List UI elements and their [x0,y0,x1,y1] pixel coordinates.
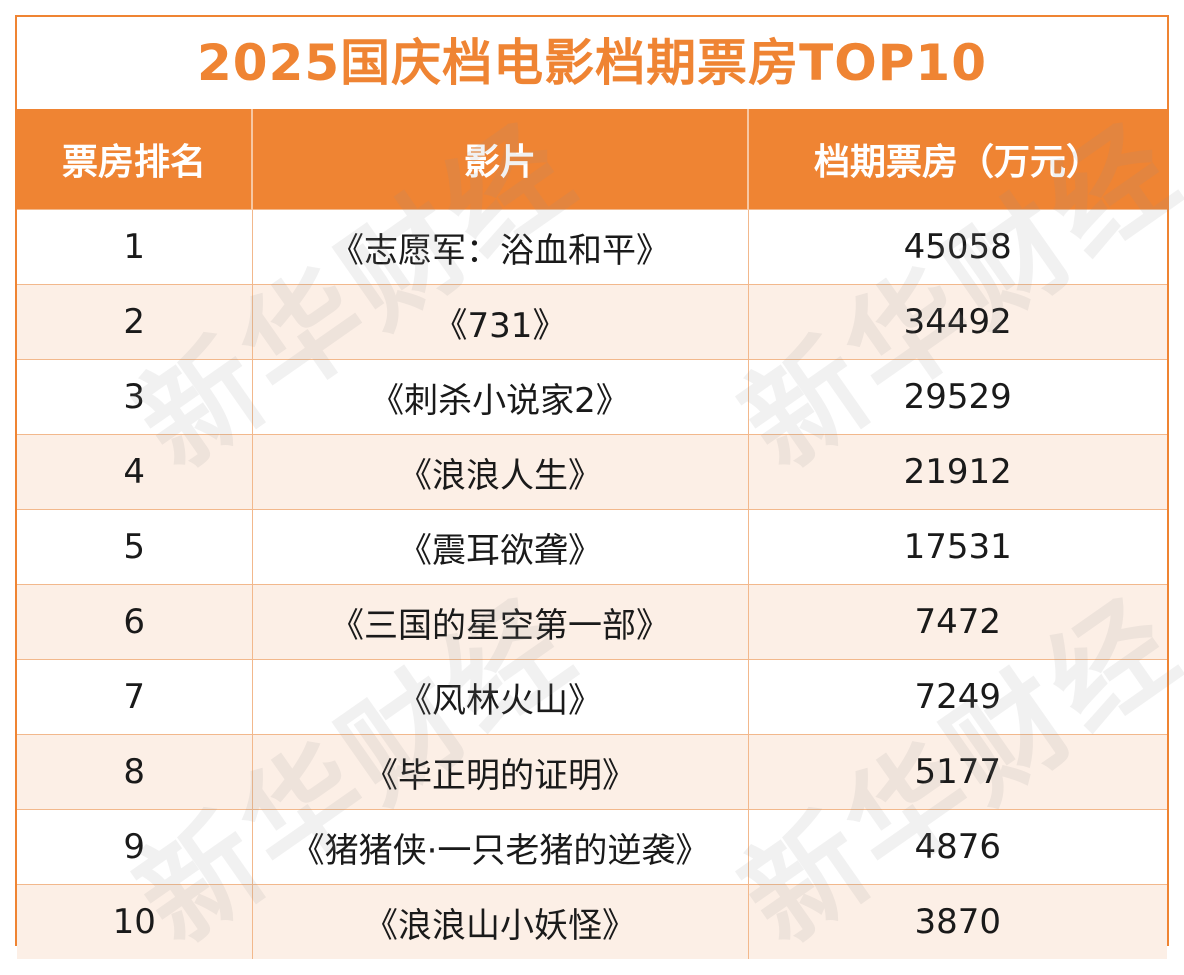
cell-rank: 3 [17,359,252,435]
cell-box-office: 5177 [747,734,1167,810]
cell-film: 《志愿军：浴血和平》 [251,209,748,285]
header-box-office: 档期票房（万元） [747,109,1167,210]
cell-film: 《风林火山》 [251,659,748,735]
chart-frame: 2025国庆档电影档期票房TOP10 票房排名 影片 档期票房（万元） 1 《志… [15,15,1184,970]
cell-box-office: 34492 [747,284,1167,360]
cell-film: 《浪浪人生》 [251,434,748,510]
cell-rank: 7 [17,659,252,735]
cell-box-office: 17531 [747,509,1167,585]
table-row: 2 《731》 34492 [17,284,1167,360]
page-title: 2025国庆档电影档期票房TOP10 [197,34,987,92]
box-office-table: 票房排名 影片 档期票房（万元） 1 《志愿军：浴血和平》 45058 2 《7… [17,109,1167,959]
cell-rank: 8 [17,734,252,810]
cell-film: 《猪猪侠·一只老猪的逆袭》 [251,809,748,885]
table-row: 5 《震耳欲聋》 17531 [17,509,1167,585]
cell-rank: 1 [17,209,252,285]
table-row: 1 《志愿军：浴血和平》 45058 [17,209,1167,285]
table-row: 4 《浪浪人生》 21912 [17,434,1167,510]
cell-rank: 10 [17,884,252,959]
cell-rank: 5 [17,509,252,585]
cell-rank: 4 [17,434,252,510]
cell-rank: 6 [17,584,252,660]
cell-film: 《毕正明的证明》 [251,734,748,810]
cell-rank: 2 [17,284,252,360]
cell-box-office: 21912 [747,434,1167,510]
table-header-row: 票房排名 影片 档期票房（万元） [17,109,1167,210]
table-row: 10 《浪浪山小妖怪》 3870 [17,884,1167,959]
cell-film: 《三国的星空第一部》 [251,584,748,660]
cell-film: 《刺杀小说家2》 [251,359,748,435]
cell-box-office: 7249 [747,659,1167,735]
table-row: 9 《猪猪侠·一只老猪的逆袭》 4876 [17,809,1167,885]
table-row: 6 《三国的星空第一部》 7472 [17,584,1167,660]
table-row: 7 《风林火山》 7249 [17,659,1167,735]
cell-film: 《震耳欲聋》 [251,509,748,585]
cell-rank: 9 [17,809,252,885]
cell-film: 《731》 [251,284,748,360]
cell-box-office: 4876 [747,809,1167,885]
cell-box-office: 3870 [747,884,1167,959]
header-rank: 票房排名 [17,109,252,210]
table-row: 8 《毕正明的证明》 5177 [17,734,1167,810]
table-row: 3 《刺杀小说家2》 29529 [17,359,1167,435]
cell-box-office: 29529 [747,359,1167,435]
cell-film: 《浪浪山小妖怪》 [251,884,748,959]
header-film: 影片 [251,109,748,210]
cell-box-office: 7472 [747,584,1167,660]
cell-box-office: 45058 [747,209,1167,285]
